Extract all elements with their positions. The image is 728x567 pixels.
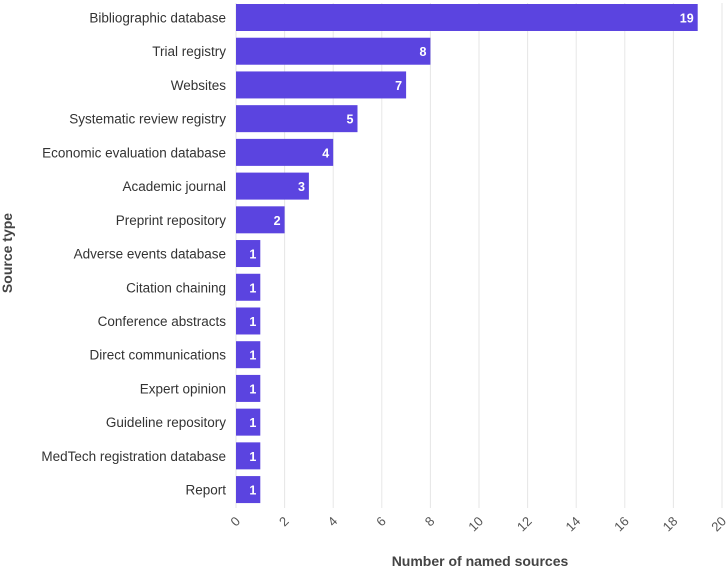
category-label-2: Websites (171, 78, 227, 93)
category-label-11: Expert opinion (140, 381, 226, 396)
x-tick-label-16: 16 (611, 514, 632, 535)
data-label-7: 1 (249, 248, 256, 262)
data-label-14: 1 (249, 484, 256, 498)
bar-14 (236, 476, 261, 504)
x-axis-title: Number of named sources (392, 553, 569, 567)
data-label-1: 8 (419, 45, 426, 59)
category-label-3: Systematic review registry (69, 112, 226, 127)
data-label-10: 1 (249, 349, 256, 363)
category-label-1: Trial registry (152, 44, 226, 59)
data-label-4: 4 (322, 146, 329, 160)
category-label-12: Guideline repository (106, 415, 226, 430)
category-label-10: Direct communications (89, 348, 226, 363)
bar-9 (236, 307, 261, 335)
category-label-13: MedTech registration database (41, 449, 226, 464)
data-label-13: 1 (249, 450, 256, 464)
bar-4 (236, 138, 334, 166)
bar-1 (236, 37, 431, 65)
bar-2 (236, 71, 407, 99)
data-label-0: 19 (680, 12, 694, 26)
x-tick-labels: 0 2 4 6 8 10 12 14 16 18 20 (227, 514, 728, 535)
bars (236, 4, 698, 504)
bar-8 (236, 273, 261, 301)
x-tick-label-4: 4 (325, 514, 341, 530)
x-tick-label-0: 0 (227, 514, 243, 530)
category-label-4: Economic evaluation database (42, 145, 226, 160)
x-tick-label-2: 2 (276, 514, 292, 530)
bar-7 (236, 240, 261, 268)
bar-0 (236, 4, 698, 31)
category-label-9: Conference abstracts (98, 314, 227, 329)
data-label-8: 1 (249, 281, 256, 295)
category-label-6: Preprint repository (116, 213, 227, 228)
category-label-5: Academic journal (122, 179, 226, 194)
category-label-8: Citation chaining (126, 280, 226, 295)
data-label-5: 3 (298, 180, 305, 194)
x-tick-label-12: 12 (514, 514, 535, 535)
data-label-11: 1 (249, 382, 256, 396)
bar-6 (236, 206, 285, 234)
data-label-6: 2 (274, 214, 281, 228)
category-label-14: Report (185, 483, 226, 498)
x-tick-label-8: 8 (422, 514, 438, 530)
x-tick-label-18: 18 (660, 514, 681, 535)
category-label-7: Adverse events database (74, 247, 226, 262)
bar-3 (236, 105, 358, 133)
bar-11 (236, 374, 261, 402)
data-label-9: 1 (249, 315, 256, 329)
category-labels: Bibliographic database Trial registry Webs… (41, 11, 226, 498)
x-tick-label-6: 6 (373, 514, 389, 530)
bar-13 (236, 442, 261, 470)
data-label-12: 1 (249, 416, 256, 430)
bar-12 (236, 408, 261, 436)
category-label-0: Bibliographic database (89, 11, 226, 26)
x-tick-label-14: 14 (562, 514, 583, 535)
data-label-2: 7 (395, 79, 402, 93)
x-tick-label-20: 20 (708, 514, 728, 535)
y-axis-title: Source type (0, 213, 15, 293)
x-tick-label-10: 10 (465, 514, 486, 535)
bar-10 (236, 341, 261, 369)
data-label-3: 5 (347, 113, 354, 127)
data-labels: 19 8 7 5 4 3 2 1 1 1 1 1 1 1 1 (249, 12, 693, 498)
bar-5 (236, 172, 309, 200)
